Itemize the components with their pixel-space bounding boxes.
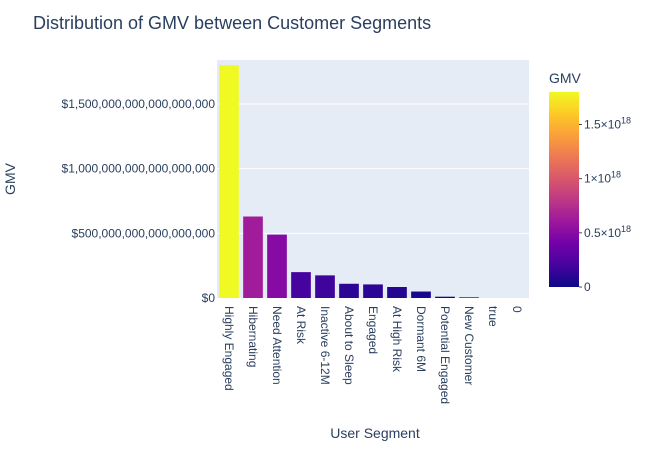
x-tick-label: Engaged (366, 306, 380, 354)
y-axis-title: GMV (2, 162, 18, 195)
x-tick-label: About to Sleep (342, 306, 356, 385)
colorbar-tick-label: 1×1018 (584, 170, 621, 186)
y-tick-label: $1,000,000,000,000,000,000 (62, 162, 216, 176)
bar (219, 65, 239, 298)
colorbar-tick-label: 0 (584, 280, 591, 294)
y-tick-label: $0 (202, 291, 216, 305)
x-tick-label: true (486, 306, 500, 327)
y-tick-label: $500,000,000,000,000,000 (72, 226, 216, 240)
colorbar-tick-label: 1.5×1018 (584, 116, 631, 132)
x-tick-label: Inactive 6-12M (318, 306, 332, 385)
colorbar-tick-base: 0 (584, 280, 591, 294)
x-tick-label: At High Risk (390, 306, 404, 373)
colorbar-tick-label: 0.5×1018 (584, 224, 631, 240)
x-tick-label: New Customer (462, 306, 476, 385)
bar (315, 275, 335, 298)
colorbar-tick-base: 1×10 (584, 172, 611, 186)
colorbar-tick-base: 1.5×10 (584, 118, 621, 132)
x-tick-label: Hibernating (246, 306, 260, 367)
colorbar-tick-exponent: 18 (611, 170, 621, 180)
bar (435, 296, 455, 298)
y-tick-label: $1,500,000,000,000,000,000 (62, 97, 216, 111)
x-axis-title: User Segment (330, 425, 420, 441)
colorbar-tick-base: 0.5×10 (584, 226, 621, 240)
bar (459, 297, 479, 298)
colorbar (549, 92, 579, 287)
y-axis-ticks: $0 $500,000,000,000,000,000 $1,000,000,000… (62, 97, 216, 305)
x-axis-ticks: Highly Engaged Hibernating Need Attention A… (222, 306, 524, 404)
x-tick-label: Need Attention (270, 306, 284, 385)
bars (219, 65, 479, 298)
x-tick-label: Potential Engaged (438, 306, 452, 404)
x-tick-label: Highly Engaged (222, 306, 236, 391)
bar (243, 216, 263, 298)
colorbar-tick-exponent: 18 (621, 224, 631, 234)
x-tick-label: At Risk (294, 306, 308, 345)
bar (387, 287, 407, 298)
x-tick-label: Dormant 6M (414, 306, 428, 372)
gridlines (217, 103, 529, 234)
bar (291, 272, 311, 298)
bar (267, 234, 287, 298)
bar (411, 291, 431, 298)
bar (363, 284, 383, 298)
colorbar-title: GMV (549, 70, 582, 86)
x-tick-label: 0 (510, 306, 524, 313)
plot-area (217, 60, 529, 298)
colorbar-tick-exponent: 18 (621, 116, 631, 126)
bar (339, 283, 359, 298)
chart-title: Distribution of GMV between Customer Seg… (33, 13, 431, 33)
